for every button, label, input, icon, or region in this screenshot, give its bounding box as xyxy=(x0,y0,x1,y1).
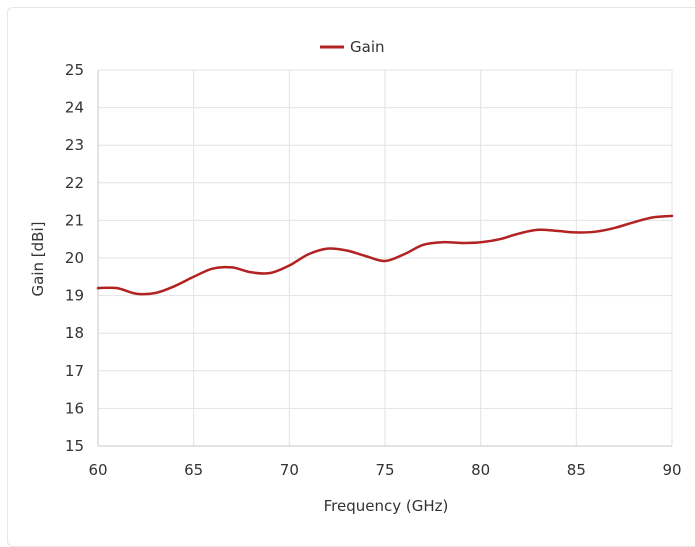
y-tick-label-23: 23 xyxy=(65,136,84,154)
y-tick-label-25: 25 xyxy=(65,61,84,79)
y-tick-label-24: 24 xyxy=(65,99,84,117)
y-tick-label-16: 16 xyxy=(65,399,84,417)
y-axis-title: Gain [dBi] xyxy=(29,222,47,297)
x-tick-label-85: 85 xyxy=(567,461,586,479)
x-tick-label-90: 90 xyxy=(662,461,681,479)
chart-card xyxy=(7,7,695,547)
grid xyxy=(97,69,673,447)
axes xyxy=(97,70,672,447)
y-tick-label-22: 22 xyxy=(65,174,84,192)
x-tick-label-60: 60 xyxy=(88,461,107,479)
y-tick-label-19: 19 xyxy=(65,287,84,305)
y-tick-label-17: 17 xyxy=(65,362,84,380)
x-tick-label-75: 75 xyxy=(375,461,394,479)
series-line-gain[interactable] xyxy=(96,214,674,296)
x-tick-label-65: 65 xyxy=(184,461,203,479)
y-tick-label-15: 15 xyxy=(65,437,84,455)
x-tick-label-80: 80 xyxy=(471,461,490,479)
legend[interactable]: Gain xyxy=(320,38,385,56)
x-tick-label-70: 70 xyxy=(280,461,299,479)
tick-labels: 15 16 17 18 19 20 21 22 23 24 25 60 65 70 75 80 85 90 xyxy=(65,61,682,479)
y-tick-label-18: 18 xyxy=(65,324,84,342)
y-tick-label-20: 20 xyxy=(65,249,84,267)
series-layer xyxy=(96,214,674,296)
x-axis-title: Frequency (GHz) xyxy=(324,497,449,515)
legend-label-gain: Gain xyxy=(350,38,385,56)
y-tick-label-21: 21 xyxy=(65,211,84,229)
